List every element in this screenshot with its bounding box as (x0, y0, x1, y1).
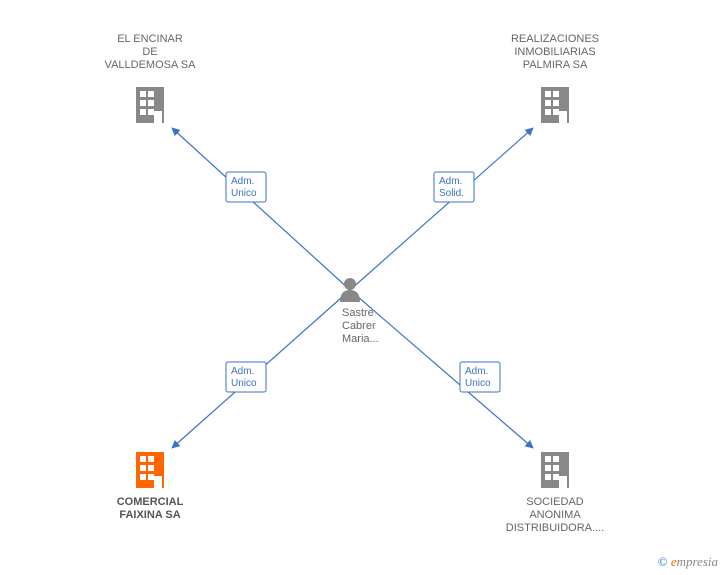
company-label: DE (142, 46, 157, 58)
company-label: FAIXINA SA (119, 509, 180, 521)
center-node: SastreCabrerMaria... (340, 278, 379, 345)
company-node-tl[interactable]: EL ENCINARDEVALLDEMOSA SA (105, 33, 197, 123)
company-node-bl[interactable]: COMERCIALFAIXINA SA (117, 452, 184, 521)
building-icon (136, 452, 164, 488)
person-label: Maria... (342, 333, 379, 345)
company-label: SOCIEDAD (526, 496, 584, 508)
svg-text:Unico: Unico (465, 378, 491, 389)
svg-text:Adm.: Adm. (439, 176, 462, 187)
building-icon (541, 452, 569, 488)
edge-labels: Adm.UnicoAdm.Solid.Adm.UnicoAdm.Unico (226, 172, 500, 392)
edge-tl (172, 128, 350, 290)
person-label: Sastre (342, 307, 374, 319)
svg-text:Adm.: Adm. (465, 366, 488, 377)
company-node-tr[interactable]: REALIZACIONESINMOBILIARIASPALMIRA SA (511, 33, 599, 123)
company-label: PALMIRA SA (523, 59, 588, 71)
person-icon (340, 278, 360, 302)
edge-label-bl: Adm.Unico (226, 362, 266, 392)
company-label: EL ENCINAR (117, 33, 183, 45)
company-label: COMERCIAL (117, 496, 184, 508)
company-label: INMOBILIARIAS (514, 46, 595, 58)
edge-label-tl: Adm.Unico (226, 172, 266, 202)
svg-text:Adm.: Adm. (231, 366, 254, 377)
edge-label-tr: Adm.Solid. (434, 172, 474, 202)
svg-text:Unico: Unico (231, 378, 257, 389)
edge-br (350, 290, 533, 448)
svg-text:Unico: Unico (231, 188, 257, 199)
building-icon (136, 87, 164, 123)
svg-text:Solid.: Solid. (439, 188, 464, 199)
company-label: REALIZACIONES (511, 33, 599, 45)
watermark: © empresia (658, 554, 719, 569)
company-label: ANONIMA (529, 509, 581, 521)
person-node[interactable]: SastreCabrerMaria... (340, 278, 379, 345)
building-icon (541, 87, 569, 123)
company-label: DISTRIBUIDORA.... (506, 522, 604, 534)
company-node-br[interactable]: SOCIEDADANONIMADISTRIBUIDORA.... (506, 452, 604, 534)
edge-tr (350, 128, 533, 290)
svg-text:Adm.: Adm. (231, 176, 254, 187)
relationship-diagram: EL ENCINARDEVALLDEMOSA SA REALIZACIONESIN… (0, 0, 728, 575)
person-label: Cabrer (342, 320, 376, 332)
edge-label-br: Adm.Unico (460, 362, 500, 392)
company-label: VALLDEMOSA SA (105, 59, 197, 71)
